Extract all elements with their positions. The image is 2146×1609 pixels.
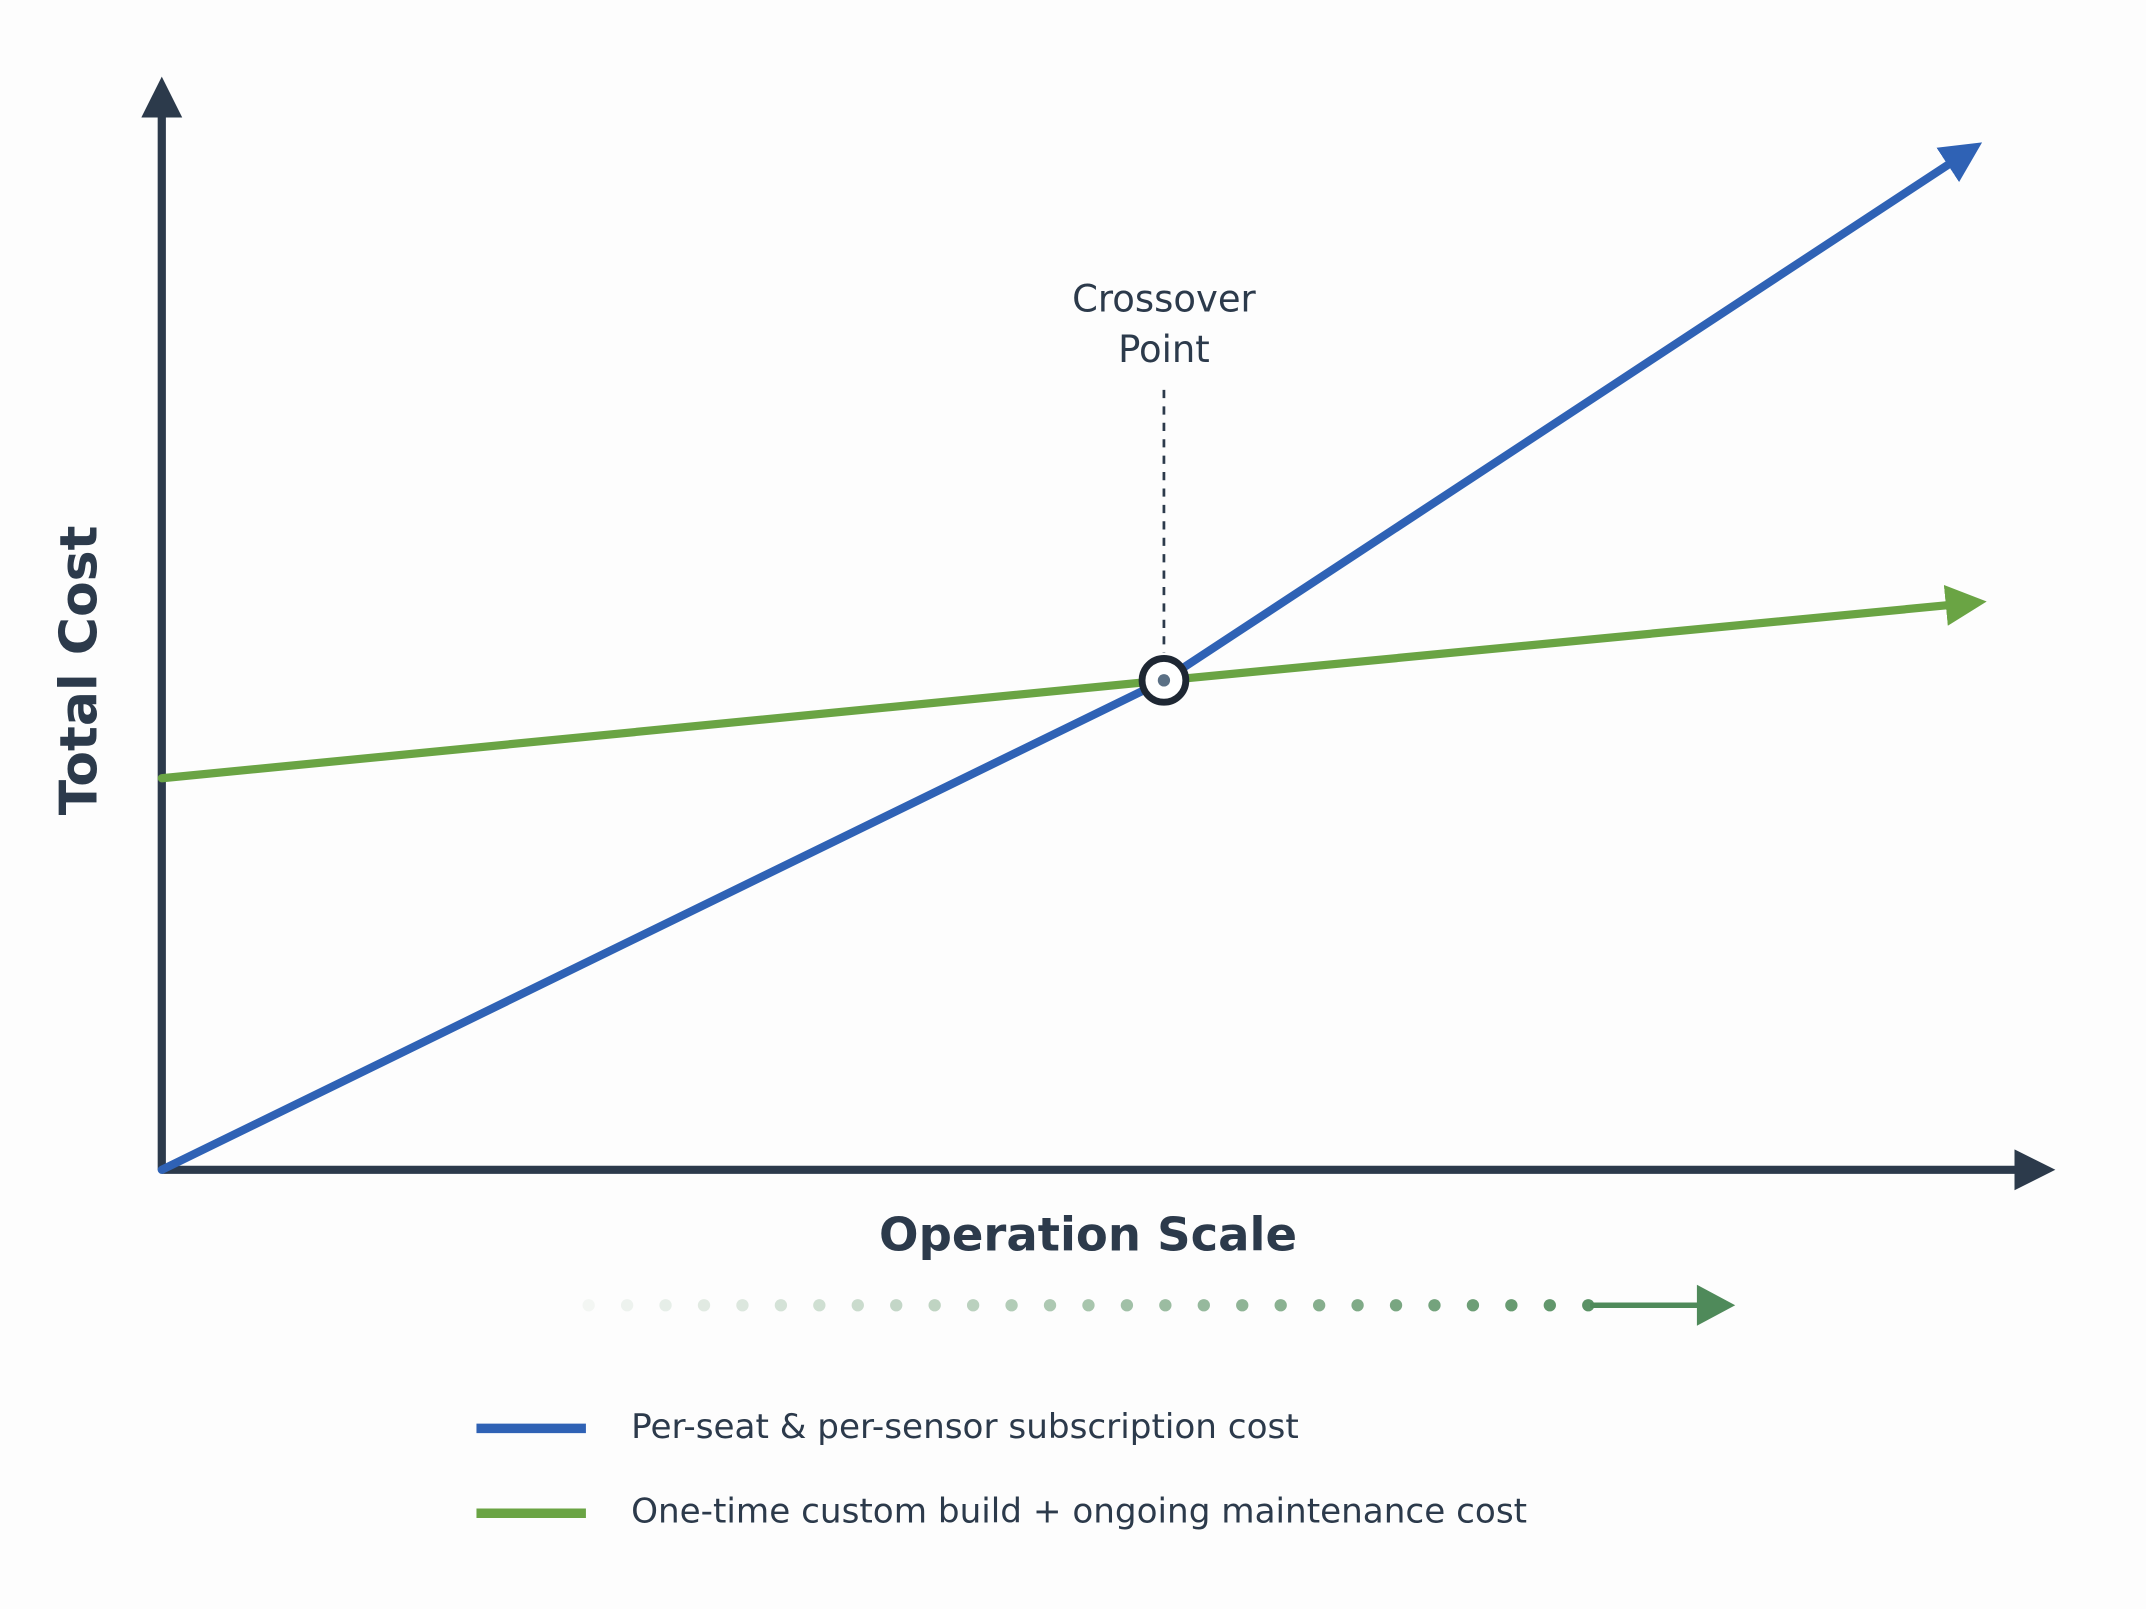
dot [1351, 1299, 1364, 1312]
dot [582, 1299, 595, 1312]
dot [813, 1299, 826, 1312]
dot [1389, 1299, 1403, 1312]
dot [1043, 1299, 1057, 1312]
dot [774, 1299, 788, 1312]
crossover-center [1157, 674, 1171, 687]
dot [1582, 1299, 1595, 1312]
dot [851, 1299, 864, 1312]
dot [890, 1299, 903, 1312]
dot [1312, 1299, 1326, 1312]
annotation-text: Crossover [1072, 278, 1256, 321]
dot [1005, 1299, 1018, 1312]
x-axis-label: Operation Scale [879, 1208, 1297, 1262]
legend-label: One-time custom build + ongoing maintena… [631, 1492, 1527, 1532]
legend: Per-seat & per-sensor subscription cost O… [476, 1407, 1527, 1532]
dot [1505, 1299, 1518, 1312]
dot [1236, 1299, 1249, 1312]
dot [697, 1299, 711, 1312]
dot-arrow-head [1696, 1284, 1736, 1326]
dot [928, 1299, 941, 1312]
legend-label: Per-seat & per-sensor subscription cost [631, 1407, 1299, 1447]
scale-arrow [582, 1284, 1736, 1326]
series-line [157, 584, 1987, 783]
series-line [157, 142, 1983, 1174]
annotation-text: Point [1118, 328, 1210, 371]
dot [736, 1299, 749, 1312]
dot [1543, 1299, 1556, 1312]
dot [659, 1299, 672, 1312]
y-axis-label: Total Cost [49, 526, 109, 816]
dot [620, 1299, 634, 1312]
dot [1159, 1299, 1172, 1312]
dot [1428, 1299, 1441, 1312]
dot [1120, 1299, 1134, 1312]
dot [1082, 1299, 1095, 1312]
dot [1466, 1299, 1480, 1312]
dot [1197, 1299, 1210, 1312]
dot [1274, 1299, 1287, 1312]
dot [966, 1299, 980, 1312]
plot-area: Crossover Point [157, 142, 1987, 1174]
